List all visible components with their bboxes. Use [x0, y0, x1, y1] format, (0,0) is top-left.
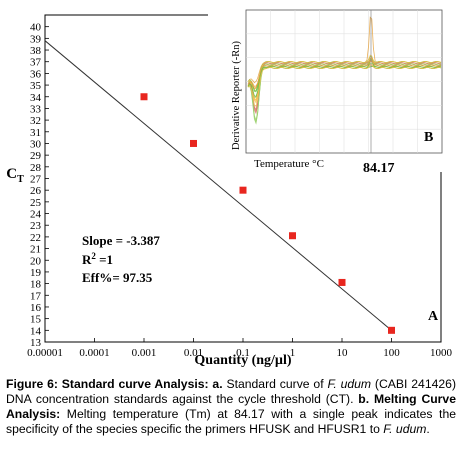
slope-annotation: Slope = -3.387 — [82, 233, 160, 248]
melt-curve — [247, 64, 442, 108]
y-tick-label: 16 — [30, 302, 42, 314]
y-tick-label: 28 — [30, 162, 42, 174]
y-tick-label: 18 — [30, 279, 42, 291]
x-axis: 0.00001 0.0001 0.001 0.01 0.1 1 10 100 1000 — [27, 338, 453, 359]
inset-x-title: Temperature °C — [254, 158, 324, 170]
y-tick-label: 27 — [30, 174, 42, 186]
x-tick-label: 10 — [337, 347, 349, 359]
inset-melt-curve: B Temperature °C 84.17 Derivative Report… — [208, 0, 450, 176]
y-tick-label: 23 — [30, 220, 42, 232]
data-point — [338, 278, 346, 286]
species-name-2: F. udum — [383, 422, 427, 436]
y-tick-label: 30 — [30, 138, 42, 150]
figure-caption: Figure 6: Standard curve Analysis: a. St… — [6, 377, 456, 437]
r2-annotation: R2 =1 — [82, 251, 113, 267]
y-tick-label: 19 — [30, 267, 42, 279]
y-tick-label: 33 — [30, 103, 42, 115]
y-tick-label: 13 — [30, 337, 42, 349]
part-a-text-1: Standard curve of — [222, 377, 328, 391]
y-tick-label: 40 — [30, 22, 42, 34]
melt-curve — [247, 60, 442, 101]
y-tick-label: 24 — [30, 209, 42, 221]
panel-a-label: A — [428, 309, 439, 324]
part-b-text-1: Melting temperature (Tm) at 84.17 with a… — [6, 407, 456, 436]
y-tick-label: 36 — [30, 68, 42, 80]
inset-panel-label: B — [424, 130, 433, 145]
y-tick-label: 17 — [30, 290, 42, 302]
y-axis: 1314151617181920212223242526272829303132… — [30, 22, 49, 349]
melt-curve — [247, 57, 442, 87]
data-point — [190, 139, 197, 147]
y-axis-title: CT — [6, 166, 24, 185]
y-tick-label: 14 — [30, 325, 42, 337]
inset-grid — [246, 10, 442, 153]
data-point — [289, 232, 296, 240]
y-tick-label: 35 — [30, 80, 42, 92]
data-point — [388, 326, 395, 334]
figure: 1314151617181920212223242526272829303132… — [6, 0, 453, 368]
x-tick-label: 1 — [290, 347, 296, 359]
fit-line — [44, 40, 392, 331]
data-point — [140, 93, 148, 101]
x-tick-label: 0.01 — [184, 347, 203, 359]
caption-end: . — [426, 422, 430, 436]
x-tick-label: 0.1 — [236, 347, 250, 359]
x-tick-label: 0.0001 — [79, 347, 109, 359]
y-tick-label: 15 — [30, 314, 42, 326]
y-tick-label: 34 — [30, 92, 42, 104]
x-tick-label: 0.00001 — [27, 347, 63, 359]
efficiency-annotation: Eff%= 97.35 — [82, 270, 153, 285]
x-tick-label: 1000 — [430, 347, 453, 359]
y-tick-label: 38 — [30, 45, 42, 57]
y-tick-label: 37 — [30, 57, 42, 69]
y-tick-label: 20 — [30, 255, 42, 267]
x-axis-title: Quantity (ng/µl) — [194, 353, 291, 368]
inset-curves — [247, 16, 442, 125]
y-tick-label: 31 — [30, 127, 41, 139]
inset-y-title: Derivative Reporter (-Rn) — [231, 40, 242, 150]
melt-curve — [247, 65, 442, 97]
y-tick-label: 26 — [30, 185, 42, 197]
x-tick-label: 100 — [383, 347, 400, 359]
tm-value: 84.17 — [363, 161, 395, 176]
y-tick-label: 39 — [30, 33, 42, 45]
x-tick-label: 0.001 — [132, 347, 157, 359]
melt-curve — [247, 59, 442, 122]
data-point — [239, 186, 247, 194]
y-tick-label: 29 — [30, 150, 42, 162]
melt-curve — [247, 59, 442, 111]
data-points — [140, 93, 395, 334]
y-tick-label: 21 — [30, 244, 41, 256]
part-b-label: b. Melting Curve Analysis: — [6, 392, 456, 421]
figure-label: Figure 6: Standard curve Analysis: — [6, 377, 209, 391]
species-name-1: F. udum — [327, 377, 372, 391]
y-tick-label: 22 — [30, 232, 41, 244]
y-tick-label: 32 — [30, 115, 41, 127]
part-a-label: a. — [208, 377, 223, 391]
y-tick-label: 25 — [30, 197, 42, 209]
part-a-text-2: (CABI 241426) DNA concentration standard… — [6, 377, 456, 406]
